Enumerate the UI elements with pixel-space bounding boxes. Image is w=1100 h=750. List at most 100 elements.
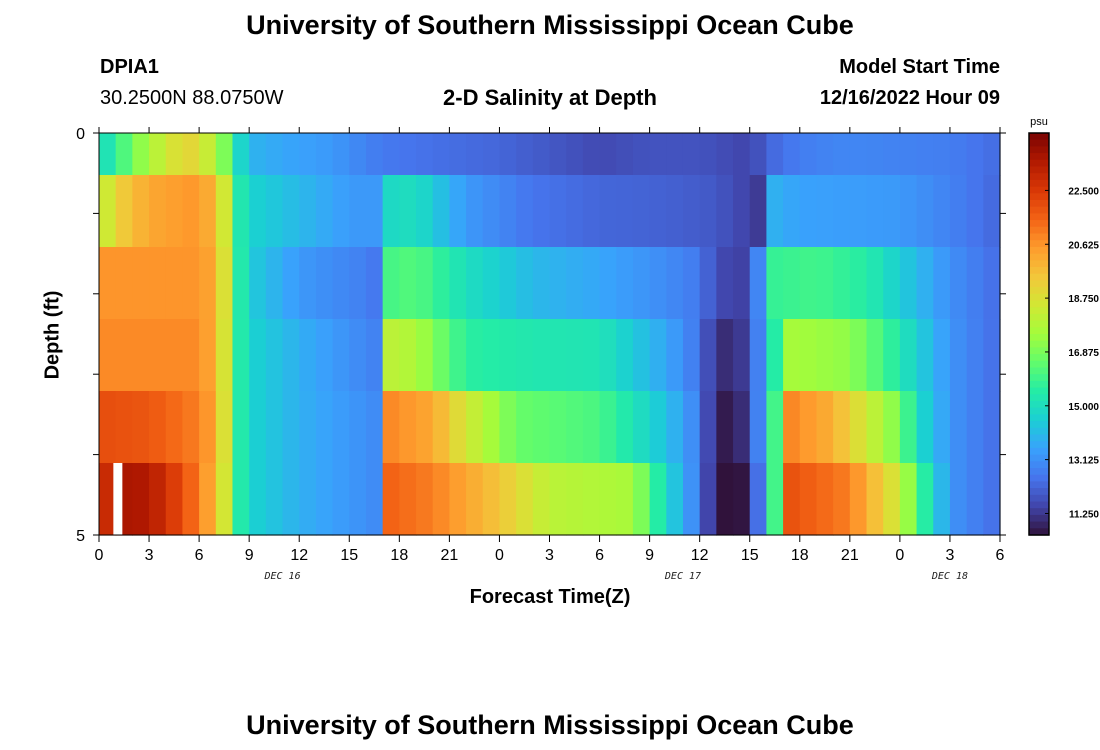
heatmap-cell [349, 463, 367, 536]
heatmap-cell [149, 133, 167, 176]
colorbar-segment [1029, 226, 1049, 235]
heatmap-cell [933, 463, 951, 536]
heatmap-cell [432, 247, 450, 320]
heatmap-cell [332, 247, 350, 320]
heatmap-cell [499, 175, 517, 248]
heatmap-cell [199, 463, 217, 536]
heatmap-cell [549, 319, 567, 392]
colorbar-segment [1029, 501, 1049, 509]
heatmap-cell [899, 133, 918, 176]
heatmap-cell [482, 247, 501, 320]
heatmap-cell [282, 463, 300, 536]
heatmap-cell [616, 247, 634, 320]
heatmap-cell [99, 133, 117, 176]
heatmap-cell [516, 247, 534, 320]
heatmap-cell [783, 319, 801, 392]
heatmap-cell [449, 391, 467, 464]
heatmap-cell [632, 133, 651, 176]
heatmap-cell [182, 247, 200, 320]
heatmap-cell [983, 319, 1001, 392]
heatmap-cell [249, 319, 267, 392]
heatmap-cell [733, 391, 751, 464]
heatmap-cell [682, 463, 701, 536]
colorbar-segment [1029, 521, 1049, 529]
heatmap-cell [349, 319, 367, 392]
colorbar-segment [1029, 514, 1049, 523]
heatmap-cell [649, 247, 667, 320]
heatmap-cell [749, 175, 768, 248]
heatmap-cell [799, 319, 818, 392]
heatmap-cell [332, 133, 350, 176]
colorbar-segment [1029, 193, 1049, 201]
page-title: University of Southern Mississippi Ocean… [246, 10, 854, 40]
heatmap-cell [282, 319, 300, 392]
heatmap-cell [549, 247, 567, 320]
heatmap-cell [132, 391, 150, 464]
heatmap-cell [165, 463, 184, 536]
colorbar-segment [1029, 327, 1049, 335]
date-label: DEC 17 [664, 571, 701, 582]
heatmap-cell [182, 175, 200, 248]
heatmap-cell [249, 247, 267, 320]
heatmap-cell [599, 133, 617, 176]
heatmap-cell [399, 391, 417, 464]
heatmap-cell [149, 247, 167, 320]
heatmap-cell [766, 133, 784, 176]
heatmap-cell [416, 175, 434, 248]
heatmap-cell [582, 175, 601, 248]
colorbar-segment [1029, 474, 1049, 482]
heatmap-cell [616, 175, 634, 248]
current-time-marker [113, 463, 123, 535]
heatmap-cell [516, 175, 534, 248]
heatmap-cell [315, 463, 334, 536]
heatmap-cell [883, 175, 901, 248]
heatmap-cell [349, 133, 367, 176]
heatmap-cell [165, 175, 184, 248]
heatmap-cell [466, 319, 484, 392]
heatmap-cell [399, 319, 417, 392]
heatmap-cell [299, 463, 317, 536]
heatmap-cell [632, 175, 651, 248]
heatmap-cell [399, 463, 417, 536]
heatmap-cell [115, 133, 133, 176]
colorbar-segment [1029, 508, 1049, 516]
heatmap-cell [132, 319, 150, 392]
heatmap-cell [966, 133, 984, 176]
heatmap-cell [599, 319, 617, 392]
heatmap-cell [199, 175, 217, 248]
heatmap-cell [449, 175, 467, 248]
x-tick-label: 9 [245, 547, 254, 564]
heatmap-cell [949, 133, 968, 176]
station-coords: 30.2500N 88.0750W [100, 87, 284, 109]
heatmap-cell [883, 133, 901, 176]
heatmap-cell [582, 133, 601, 176]
heatmap-cell [199, 133, 217, 176]
heatmap-cell [566, 247, 584, 320]
heatmap-cell [849, 247, 868, 320]
heatmap-cell [265, 391, 284, 464]
heatmap-cell [149, 463, 167, 536]
heatmap-cell [849, 463, 868, 536]
heatmap-cell [249, 133, 267, 176]
x-tick-label: 15 [741, 547, 759, 564]
heatmap-cell [599, 175, 617, 248]
x-axis-label: Forecast Time(Z) [469, 586, 631, 608]
heatmap-cell [916, 175, 934, 248]
heatmap-cell [99, 247, 117, 320]
heatmap-cell [933, 133, 951, 176]
heatmap-cell [382, 463, 400, 536]
heatmap-cell [916, 463, 934, 536]
x-tick-label: 0 [495, 547, 504, 564]
heatmap-cell [365, 319, 384, 392]
heatmap-cell [382, 319, 400, 392]
colorbar-segment [1029, 246, 1049, 255]
heatmap-cell [799, 463, 818, 536]
heatmap-cell [883, 319, 901, 392]
heatmap-cell [699, 133, 717, 176]
heatmap-cell [332, 391, 350, 464]
heatmap-cell [265, 319, 284, 392]
y-axis-label: Depth (ft) [41, 290, 64, 380]
colorbar-segment [1029, 407, 1049, 415]
heatmap-cell [783, 175, 801, 248]
heatmap-cell [332, 319, 350, 392]
